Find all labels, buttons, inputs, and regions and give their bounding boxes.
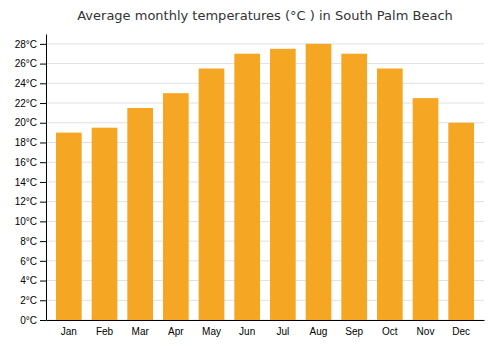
- tick-label: Feb: [96, 326, 114, 337]
- bar: [163, 93, 189, 320]
- tick: 22°C: [15, 98, 46, 109]
- grid-line: [46, 83, 484, 84]
- tick-label: Jun: [239, 326, 255, 337]
- tick-label: 12°C: [15, 196, 37, 207]
- tick-label: 22°C: [15, 98, 37, 109]
- bar: [448, 123, 474, 320]
- y-axis: 0°C 2°C 4°C 6°C 8°C 10°C 12°C 14°C 16°C 18°C 20°C 2…: [15, 35, 47, 326]
- bar: [92, 128, 118, 320]
- tick: Mar: [132, 326, 150, 337]
- tick-label: Aug: [310, 326, 328, 337]
- tick: May: [202, 326, 221, 337]
- tick-mark: [40, 221, 46, 222]
- tick-label: Mar: [132, 326, 150, 337]
- tick: 16°C: [15, 157, 46, 168]
- tick: Aug: [310, 326, 328, 337]
- tick: 2°C: [20, 295, 46, 306]
- tick-label: 6°C: [20, 256, 37, 267]
- tick: Jul: [276, 326, 289, 337]
- tick: 26°C: [15, 58, 46, 69]
- bar: [234, 54, 260, 320]
- tick-label: 20°C: [15, 117, 37, 128]
- tick: 10°C: [15, 216, 46, 227]
- tick: 12°C: [15, 196, 46, 207]
- tick-mark: [40, 281, 46, 282]
- tick-label: 26°C: [15, 58, 37, 69]
- x-axis: Jan Feb Mar Apr May Jun Jul Aug Sep Oct Nov Dec: [47, 321, 485, 338]
- tick: Dec: [452, 326, 470, 337]
- title: Average monthly temperatures (°C ) in So…: [77, 8, 453, 23]
- tick-label: Dec: [452, 326, 470, 337]
- tick-label: 2°C: [20, 295, 37, 306]
- tick-label: 24°C: [15, 78, 37, 89]
- tick: 20°C: [15, 117, 46, 128]
- tick-label: 28°C: [15, 39, 37, 50]
- tick: 8°C: [20, 236, 46, 247]
- tick: Jun: [239, 326, 255, 337]
- tick-mark: [40, 300, 46, 301]
- tick-mark: [40, 320, 46, 321]
- bar: [270, 49, 296, 320]
- tick-label: Jan: [61, 326, 77, 337]
- bar: [127, 108, 153, 320]
- tick: Jan: [61, 326, 77, 337]
- axis-line: [46, 35, 47, 321]
- tick: 18°C: [15, 137, 46, 148]
- tick-label: Sep: [345, 326, 363, 337]
- tick-label: 14°C: [15, 177, 37, 188]
- tick-mark: [40, 241, 46, 242]
- tick-mark: [40, 83, 46, 84]
- tick-label: Jul: [276, 326, 289, 337]
- tick: Apr: [168, 326, 184, 337]
- tick: Nov: [417, 326, 435, 337]
- tick-label: 10°C: [15, 216, 37, 227]
- tick-mark: [40, 103, 46, 104]
- tick: 4°C: [20, 275, 46, 286]
- tick-label: 18°C: [15, 137, 37, 148]
- grid: [46, 44, 484, 320]
- tick-mark: [40, 142, 46, 143]
- tick-label: Nov: [417, 326, 435, 337]
- tick-mark: [40, 162, 46, 163]
- bar: [341, 54, 367, 320]
- tick: Oct: [382, 326, 398, 337]
- tick: 28°C: [15, 39, 46, 50]
- tick: Feb: [96, 326, 114, 337]
- tick-label: 4°C: [20, 275, 37, 286]
- bar: [199, 69, 225, 320]
- tick-mark: [40, 64, 46, 65]
- tick: 0°C: [20, 315, 46, 326]
- tick-mark: [40, 202, 46, 203]
- tick-label: Apr: [168, 326, 184, 337]
- tick-mark: [40, 261, 46, 262]
- plot: 0°C 2°C 4°C 6°C 8°C 10°C 12°C 14°C 16°C 18°C 20°C 2…: [15, 35, 485, 338]
- bar: [413, 98, 439, 320]
- chart: 0°C 2°C 4°C 6°C 8°C 10°C 12°C 14°C 16°C 18°C 20°C 2…: [0, 0, 500, 350]
- bar: [377, 69, 403, 320]
- grid-line: [46, 63, 484, 64]
- tick: 24°C: [15, 78, 46, 89]
- tick: 6°C: [20, 256, 46, 267]
- tick-mark: [40, 123, 46, 124]
- tick-label: May: [202, 326, 221, 337]
- tick-label: 0°C: [20, 315, 37, 326]
- bars: [56, 44, 474, 320]
- bar: [306, 44, 332, 320]
- tick-label: Oct: [382, 326, 398, 337]
- bar: [56, 133, 82, 320]
- tick-mark: [40, 182, 46, 183]
- tick: Sep: [345, 326, 363, 337]
- grid-line: [46, 43, 484, 44]
- axis-line: [47, 320, 485, 321]
- tick-mark: [40, 44, 46, 45]
- tick-label: 16°C: [15, 157, 37, 168]
- tick-label: 8°C: [20, 236, 37, 247]
- tick: 14°C: [15, 177, 46, 188]
